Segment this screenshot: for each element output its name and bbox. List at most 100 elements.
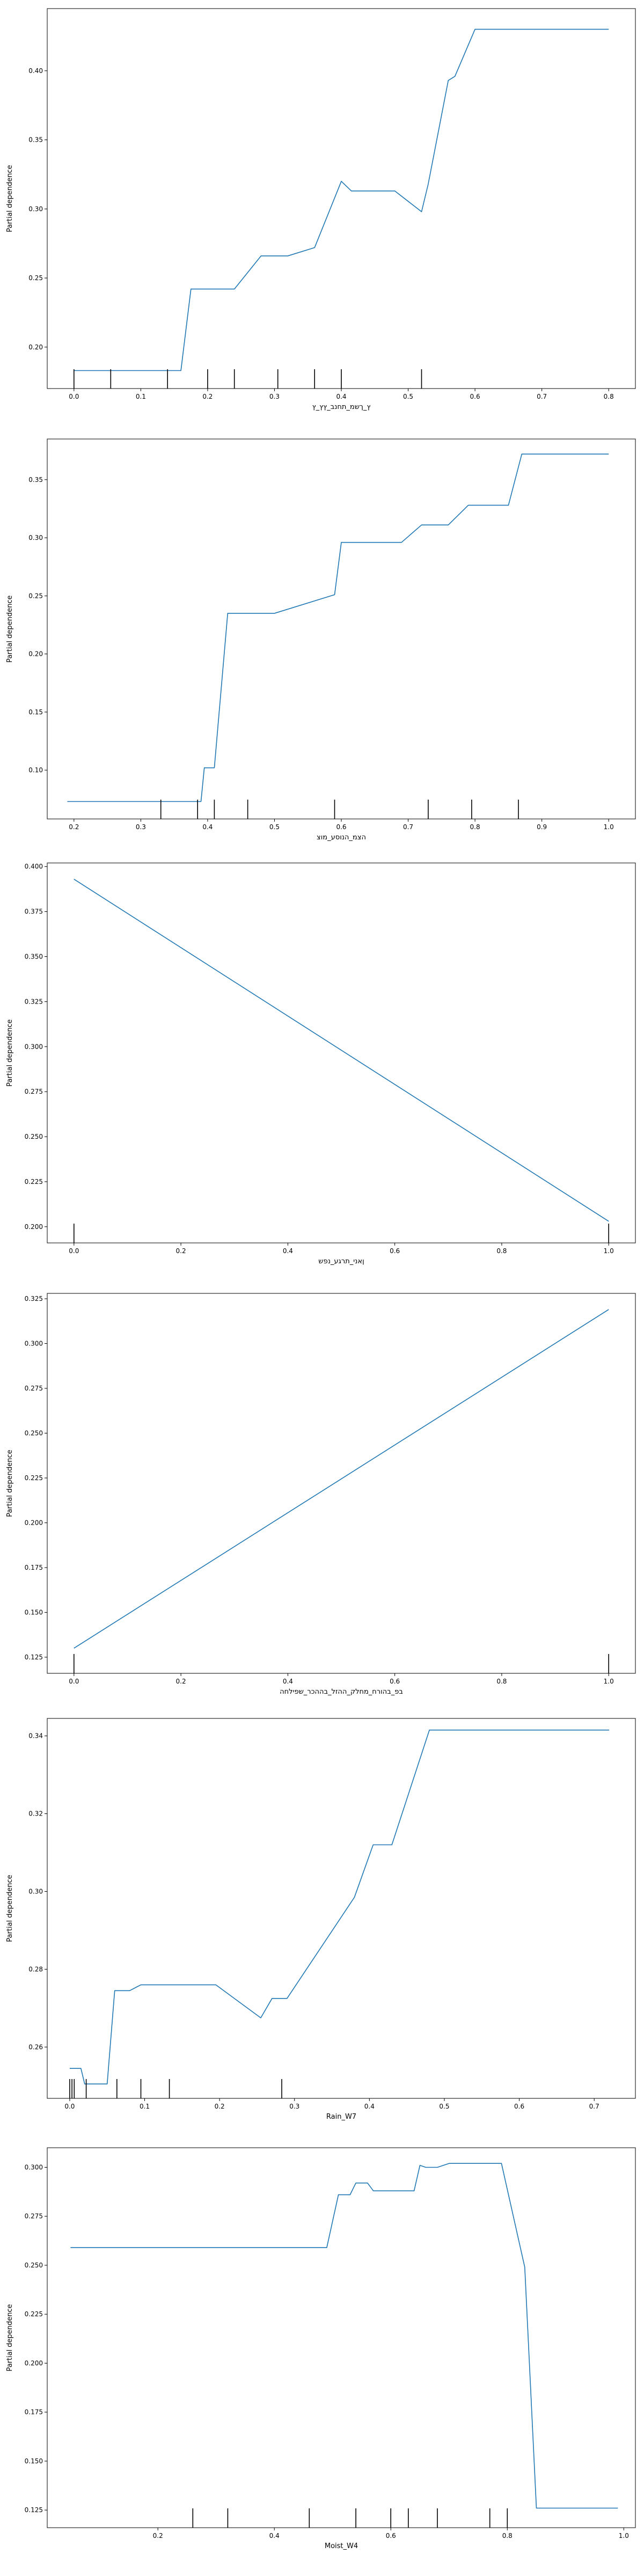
x-tick-label: 0.3 [269,393,280,400]
chart-panel-5: 0.0 0.1 0.2 0.3 0.4 0.5 0.6 0.7 0.26 0.28 0.30 0.32… [6,1718,636,2121]
x-tick-label: 0.5 [269,823,280,831]
x-axis-label: ןאני_תרגע_נפש [318,1257,364,1265]
x-axis-label: Rain_W7 [326,2113,356,2121]
x-tick-label: 0.6 [390,1678,400,1685]
x-tick-label: 0.2 [215,2103,225,2110]
x-tick-label: 0.7 [403,823,413,831]
y-tick-label: 0.175 [25,1564,43,1571]
y-axis-label: Partial dependence [6,165,14,232]
y-tick-label: 0.125 [25,1653,43,1661]
chart-panel-3: 0.0 0.2 0.4 0.6 0.8 1.0 0.200 0.225 0.250 0.275 0.… [6,862,636,1265]
x-tick-label: 1.0 [604,1678,614,1685]
y-axis-label: Partial dependence [6,1019,14,1086]
y-tick-label: 0.30 [28,205,43,213]
pd-line-1 [74,28,609,371]
y-axis-label: Partial dependence [6,595,14,662]
y-tick-label: 0.34 [28,1732,43,1740]
y-tick-label: 0.275 [25,1088,43,1095]
x-tick-label: 0.4 [364,2103,375,2110]
x-tick-label: 0.8 [502,2532,513,2540]
y-tick-label: 0.35 [28,136,43,144]
y-tick-label: 0.125 [25,2506,43,2514]
y-tick-label: 0.300 [25,2163,43,2171]
y-tick-label: 0.26 [28,2043,43,2051]
x-tick-label: 0.4 [202,823,213,831]
y-axis-label: Partial dependence [6,2304,14,2371]
x-tick-label: 0.0 [69,1247,79,1255]
y-tick-label: 0.250 [25,1429,43,1437]
x-tick-label: 0.2 [176,1678,186,1685]
x-tick-label: 0.4 [283,1247,293,1255]
x-tick-label: 0.2 [202,393,213,400]
x-tick-label: 0.8 [496,1247,507,1255]
y-tick-label: 0.250 [25,1133,43,1140]
y-tick-label: 0.400 [25,863,43,870]
x-tick-label: 0.0 [69,1678,79,1685]
x-tick-label: 0.2 [153,2532,163,2540]
y-tick-label: 0.20 [28,650,43,658]
y-tick-label: 0.225 [25,1178,43,1185]
x-tick-label: 0.2 [69,823,79,831]
x-tick-label: 0.3 [289,2103,299,2110]
y-tick-label: 0.225 [25,2310,43,2318]
y-axis-label: Partial dependence [6,1450,14,1517]
x-tick-label: 0.6 [390,1247,400,1255]
x-tick-label: 0.6 [470,393,480,400]
axes-frame [47,1293,636,1674]
chart-panel-6: 0.2 0.4 0.6 0.8 1.0 0.125 0.150 0.175 0.200 0.225… [6,2147,636,2550]
chart-panel-2: 0.2 0.3 0.4 0.5 0.6 0.7 0.8 0.9 1.0 0.10 0.15 0.20 0… [6,438,636,841]
x-tick-label: 0.7 [589,2103,599,2110]
y-tick-label: 0.375 [25,908,43,916]
y-tick-label: 0.350 [25,953,43,960]
x-tick-label: 0.8 [604,393,614,400]
y-tick-label: 0.150 [25,2457,43,2465]
x-tick-label: 1.0 [604,1247,614,1255]
x-tick-label: 0.8 [470,823,480,831]
x-tick-label: 0.4 [269,2532,280,2540]
x-tick-label: 0.4 [336,393,346,400]
chart-panel-1: 0.0 0.1 0.2 0.3 0.4 0.5 0.6 0.7 0.8 0.20 0.25 0.30 0… [6,8,636,411]
x-tick-label: 0.6 [386,2532,396,2540]
y-tick-label: 0.28 [28,1965,43,1973]
x-tick-label: 0.2 [176,1247,186,1255]
y-tick-label: 0.25 [28,592,43,599]
x-tick-label: 0.8 [496,1678,507,1685]
x-axis-label: ץ_ךשמ_תחנב_ץץ_ץ [312,403,371,411]
y-tick-label: 0.325 [25,998,43,1005]
x-tick-label: 0.0 [64,2103,75,2110]
x-axis-label: Moist_W4 [325,2542,358,2550]
y-tick-label: 0.150 [25,1608,43,1616]
x-axis-label: הצמ_הנוסע_מוצ [317,833,366,841]
y-tick-label: 0.300 [25,1340,43,1348]
chart-panel-4: 0.0 0.2 0.4 0.6 0.8 1.0 0.125 0.150 0.175 0.200 0.… [6,1293,636,1696]
y-tick-label: 0.40 [28,67,43,75]
x-tick-label: 0.1 [140,2103,150,2110]
y-tick-label: 0.200 [25,1519,43,1526]
x-tick-label: 0.3 [136,823,146,831]
y-tick-label: 0.300 [25,1043,43,1050]
y-tick-label: 0.275 [25,2213,43,2220]
pd-line-3 [74,879,609,1222]
y-tick-label: 0.35 [28,476,43,484]
y-axis-label: Partial dependence [6,1875,14,1942]
y-tick-label: 0.225 [25,1474,43,1482]
axes-frame [47,1718,636,2099]
x-tick-label: 0.9 [537,823,547,831]
y-tick-label: 0.30 [28,534,43,541]
x-tick-label: 1.0 [604,823,614,831]
x-tick-label: 0.6 [514,2103,524,2110]
x-tick-label: 1.0 [619,2532,629,2540]
y-tick-label: 0.10 [28,766,43,774]
y-tick-label: 0.200 [25,2359,43,2367]
x-tick-label: 0.4 [283,1678,293,1685]
axes-frame [47,862,636,1243]
y-tick-label: 0.275 [25,1385,43,1392]
x-tick-label: 0.6 [336,823,346,831]
y-tick-label: 0.32 [28,1810,43,1818]
y-tick-label: 0.175 [25,2409,43,2416]
y-tick-label: 0.325 [25,1295,43,1302]
y-tick-label: 0.250 [25,2262,43,2269]
x-tick-label: 0.5 [403,393,413,400]
